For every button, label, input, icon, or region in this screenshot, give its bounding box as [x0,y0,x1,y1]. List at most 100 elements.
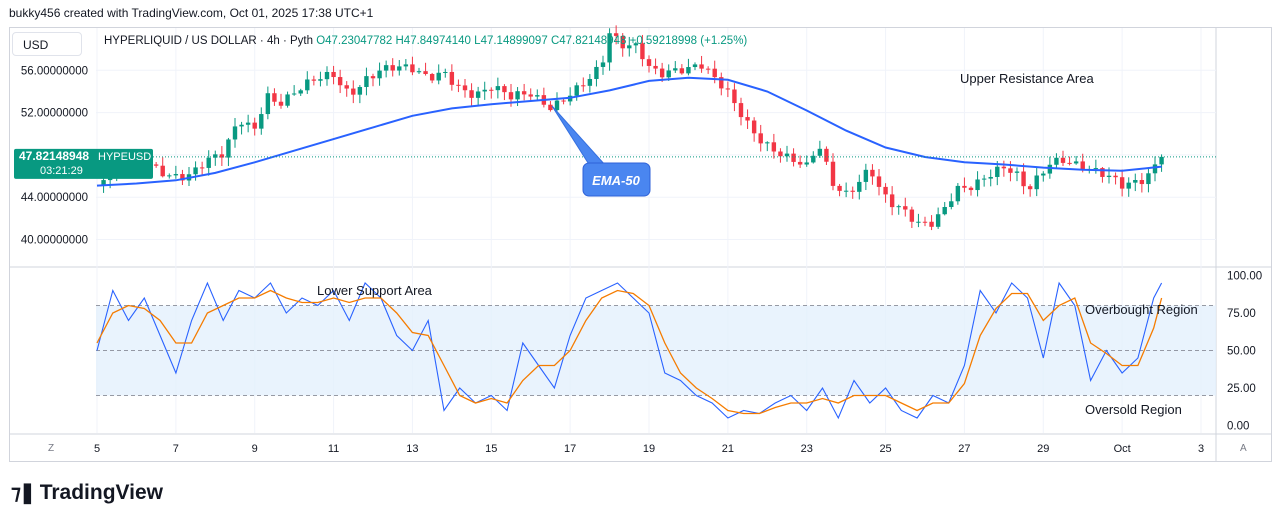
candle-body [397,66,402,71]
candle-body [475,91,481,98]
candle-body [843,190,849,192]
candle-body [811,155,816,163]
creator-line: bukky456 created with TradingView.com, O… [9,6,374,20]
stoch-tick-label: 0.00 [1227,421,1249,433]
candle-body [1073,161,1079,164]
candle-body [666,70,671,78]
time-tick-label: Oct [1114,443,1131,455]
candle-body [896,206,901,208]
candle-body [370,76,376,79]
candle-body [259,114,264,129]
candle-body [804,162,809,165]
candle-body [239,124,244,127]
candle-body [981,178,987,180]
candle-body [318,79,323,81]
candle-body [167,175,172,177]
ema-callout-box [582,162,651,197]
time-tick-label: 3 [1198,443,1204,455]
tradingview-logo: ⁊❚ TradingView [11,480,163,505]
candle-body [561,100,566,102]
price-tick-label: 40.00000000 [21,235,88,247]
candle-body [173,174,179,176]
price-tag-value: 47.82148948 [19,149,89,163]
candle-body [1146,173,1151,185]
candle-body [252,122,257,129]
candle-body [153,164,159,166]
candle-body [581,85,586,87]
legend-high: H47.84974140 [395,35,471,47]
candle-body [673,68,678,71]
legend-change: +0.59218998 (+1.25%) [629,35,748,47]
legend-symbol[interactable]: HYPERLIQUID / US DOLLAR · 4h · Pyth [104,35,313,47]
candle-body [548,104,553,111]
candle-body [995,166,1000,177]
price-tag[interactable] [14,148,153,179]
currency-button[interactable]: USD [12,32,82,56]
candle-body [870,169,875,177]
stoch-tick-label: 50.00 [1227,346,1256,358]
time-tick-label: 17 [564,443,576,455]
candle-body [383,65,389,71]
candle-body [686,67,691,74]
candle-body [607,33,612,63]
time-tick-label: 13 [406,443,418,455]
candle-body [344,85,349,89]
candle-body [1159,156,1164,165]
candle-body [712,68,717,78]
brand-name: TradingView [39,480,164,504]
candle-body [719,77,724,89]
candle-body [1093,168,1099,170]
candle-body [732,89,737,104]
ema-callout-label: EMA-50 [592,173,640,188]
candle-body [245,122,251,125]
candle-body [1152,164,1158,174]
candle-body [633,43,639,46]
candle-body [456,84,461,86]
candle-body [935,214,941,227]
candle-body [903,206,908,210]
candle-body [765,142,770,144]
overbought-label: Overbought Region [1085,302,1198,317]
candle-body [1001,166,1007,169]
time-tick-label: 29 [1037,443,1049,455]
candle-body [745,117,750,121]
stoch-tick-label: 100.00 [1227,271,1262,283]
candle-body [377,70,382,79]
legend-close: C47.82148948 [550,35,627,47]
candle-body [502,86,507,93]
candle-body [403,64,409,67]
candle-body [949,201,954,207]
timezone-corner[interactable]: Z [48,443,55,454]
candle-body [331,71,336,78]
candle-body [574,85,579,96]
candle-body [232,126,238,140]
candle-body [226,139,231,158]
candle-body [429,74,435,81]
candle-body [410,64,415,73]
candle-body [1041,173,1046,176]
candle-body [883,186,888,195]
candle-body [988,176,993,179]
candle-body [962,185,967,188]
candle-body [784,153,790,157]
candle-body [1080,161,1085,170]
candle-body [1021,171,1026,187]
candle-body [830,161,836,186]
candle-body [659,68,665,78]
candle-body [889,194,895,208]
lower-support-label: Lower Support Area [317,283,433,298]
candle-body [771,142,777,152]
candle-body [489,89,494,91]
candle-body [876,176,882,187]
legend-low: L47.14899097 [474,35,548,47]
candle-body [587,78,593,86]
price-tag-symbol: HYPEUSD [98,151,151,163]
oversold-label: Oversold Region [1085,402,1182,417]
candle-body [646,59,652,66]
chart-frame[interactable] [9,27,1272,462]
auto-scale-button[interactable]: A [1240,443,1247,454]
candle-body [291,93,297,95]
candle-body [824,148,829,162]
candle-body [1139,180,1145,185]
